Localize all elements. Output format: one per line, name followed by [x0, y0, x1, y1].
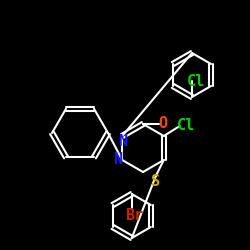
Text: S: S: [151, 174, 160, 188]
Text: Cl: Cl: [177, 118, 195, 134]
Text: N: N: [113, 152, 122, 168]
Text: O: O: [158, 116, 168, 132]
Text: N: N: [118, 134, 127, 148]
Text: Cl: Cl: [187, 74, 205, 88]
Text: Br: Br: [125, 208, 143, 222]
